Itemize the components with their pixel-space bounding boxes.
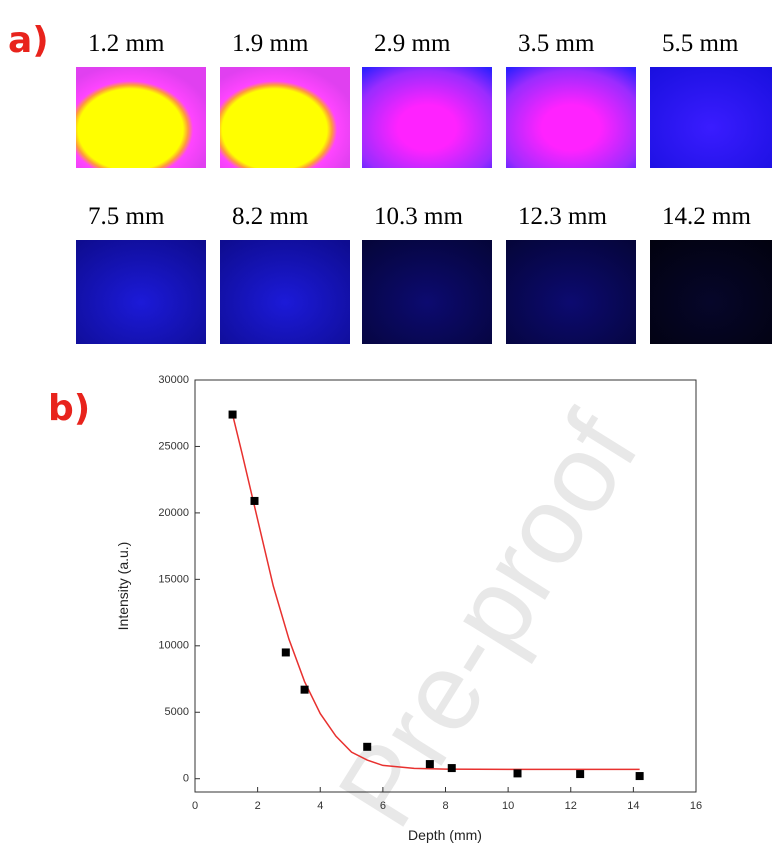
- y-tick-label: 25000: [158, 440, 189, 452]
- depth-image: [220, 67, 350, 168]
- data-point: [301, 686, 309, 694]
- watermark: Pre-proof: [315, 393, 663, 847]
- data-point: [363, 743, 371, 751]
- depth-image: [650, 240, 772, 344]
- x-tick-label: 16: [690, 800, 702, 812]
- image-caption: 12.3 mm: [518, 203, 607, 230]
- x-tick-label: 8: [442, 800, 448, 812]
- y-tick-label: 5000: [165, 706, 189, 718]
- x-tick-label: 12: [565, 800, 577, 812]
- depth-image: [506, 240, 636, 344]
- image-caption: 3.5 mm: [518, 30, 595, 57]
- data-point: [636, 772, 644, 780]
- data-point: [448, 764, 456, 772]
- figure: a) b) Depth (mm) Intensity (a.u.) Pre-pr…: [0, 0, 772, 850]
- image-caption: 5.5 mm: [662, 30, 739, 57]
- data-point: [514, 769, 522, 777]
- x-tick-label: 4: [317, 800, 323, 812]
- depth-image: [76, 67, 206, 168]
- x-tick-label: 0: [192, 800, 198, 812]
- x-tick-label: 14: [627, 800, 639, 812]
- x-tick-label: 2: [255, 800, 261, 812]
- depth-image: [506, 67, 636, 168]
- panel-label: b): [48, 388, 90, 429]
- x-tick-label: 10: [502, 800, 514, 812]
- y-axis-label: Intensity (a.u.): [115, 542, 131, 631]
- depth-image: [362, 240, 492, 344]
- depth-image: [76, 240, 206, 344]
- data-point: [426, 760, 434, 768]
- x-tick-label: 6: [380, 800, 386, 812]
- data-point: [282, 648, 290, 656]
- image-caption: 7.5 mm: [88, 203, 165, 230]
- data-point: [576, 770, 584, 778]
- image-caption: 10.3 mm: [374, 203, 463, 230]
- panel-label: a): [8, 20, 49, 61]
- y-tick-label: 10000: [158, 640, 189, 652]
- depth-image: [650, 67, 772, 168]
- image-caption: 1.2 mm: [88, 30, 165, 57]
- y-tick-label: 30000: [158, 374, 189, 386]
- y-tick-label: 15000: [158, 573, 189, 585]
- image-caption: 1.9 mm: [232, 30, 309, 57]
- image-caption: 2.9 mm: [374, 30, 451, 57]
- image-caption: 14.2 mm: [662, 203, 751, 230]
- y-tick-label: 0: [183, 773, 189, 785]
- data-point: [229, 411, 237, 419]
- depth-image: [220, 240, 350, 344]
- image-caption: 8.2 mm: [232, 203, 309, 230]
- depth-image: [362, 67, 492, 168]
- y-tick-label: 20000: [158, 507, 189, 519]
- data-point: [250, 497, 258, 505]
